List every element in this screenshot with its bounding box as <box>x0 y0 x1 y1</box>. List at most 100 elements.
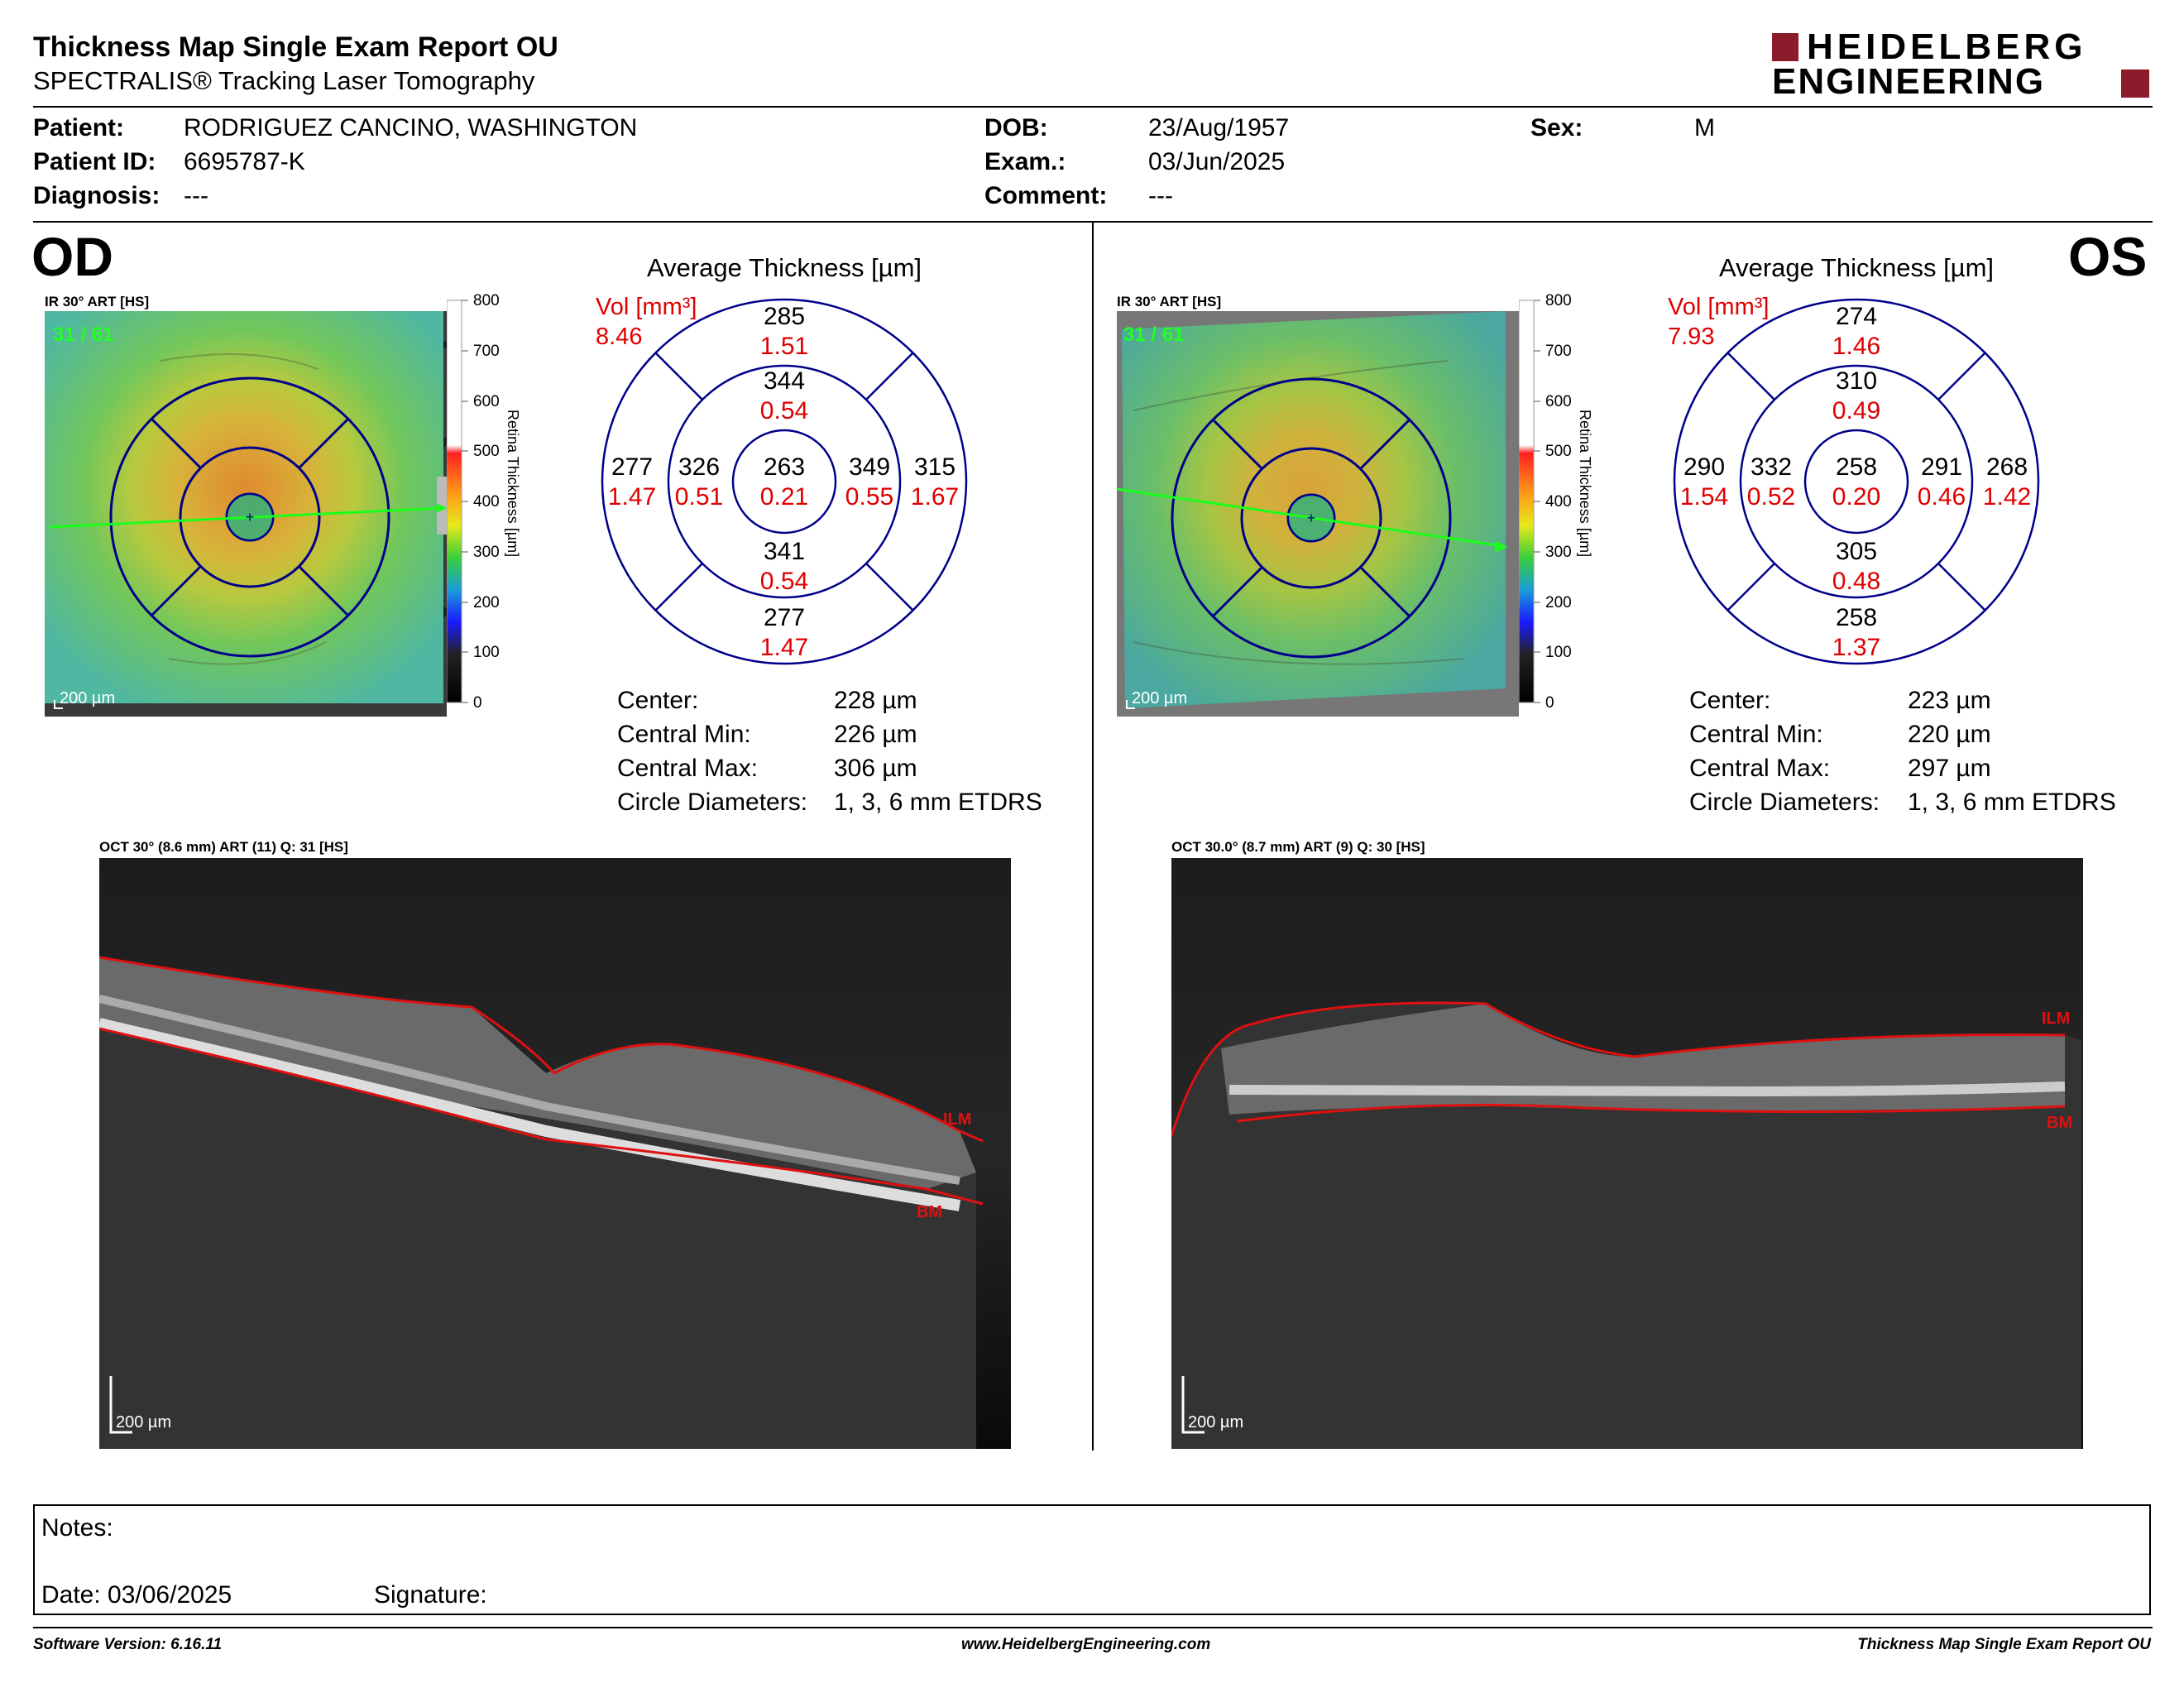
os-inner-sup-thick: 310 <box>1836 367 1877 395</box>
od-outer-left-vol: 1.47 <box>608 483 656 511</box>
svg-text:+: + <box>246 509 255 525</box>
od-outer-left-thick: 277 <box>611 453 653 481</box>
od-center-vol: 0.21 <box>760 483 808 511</box>
os-ilm-label: ILM <box>2042 1009 2070 1028</box>
comment-label: Comment: <box>984 182 1108 209</box>
notes-box[interactable] <box>33 1504 2151 1615</box>
od-outer-inf-thick: 277 <box>764 604 805 631</box>
od-inner-sup-vol: 0.54 <box>760 397 808 424</box>
os-cb-tick: 0 <box>1545 694 1554 712</box>
od-cb-tick: 700 <box>473 343 500 360</box>
od-cb-tick: 600 <box>473 393 500 410</box>
diagnosis-value: --- <box>184 182 208 209</box>
os-inner-right-vol: 0.46 <box>1918 483 1966 511</box>
os-stat-label: Central Max: <box>1689 755 1831 782</box>
od-cb-tick: 100 <box>473 644 500 661</box>
os-inner-left-vol: 0.52 <box>1747 483 1795 511</box>
os-stat-value: 297 µm <box>1908 755 1991 782</box>
od-vol-total: 8.46 <box>596 324 642 350</box>
os-outer-inf-thick: 258 <box>1836 604 1877 631</box>
od-cb-tick: 500 <box>473 443 500 460</box>
os-stat-value: 1, 3, 6 mm ETDRS <box>1908 789 2116 816</box>
os-stat-label: Center: <box>1689 687 1771 714</box>
od-outer-sup-vol: 1.51 <box>760 333 808 360</box>
od-inner-left-vol: 0.51 <box>675 483 723 511</box>
os-stat-value: 220 µm <box>1908 721 1991 748</box>
os-eye-label: OS <box>2068 226 2148 287</box>
od-oct-scan: ILM BM 200 µm <box>99 858 1011 1449</box>
patient-name: RODRIGUEZ CANCINO, WASHINGTON <box>184 114 638 141</box>
od-oct-caption: OCT 30° (8.6 mm) ART (11) Q: 31 [HS] <box>99 839 348 855</box>
os-outer-sup-vol: 1.46 <box>1832 333 1880 360</box>
os-colorbar-title: Retina Thickness [µm] <box>1577 410 1593 557</box>
od-eye-label: OD <box>31 226 113 287</box>
od-ir-caption: IR 30° ART [HS] <box>45 294 150 309</box>
od-bm-label: BM <box>917 1203 942 1221</box>
os-cb-tick: 600 <box>1545 393 1572 410</box>
os-cb-tick: 400 <box>1545 493 1572 511</box>
os-inner-left-thick: 332 <box>1751 453 1792 481</box>
od-stat-value: 226 µm <box>834 721 917 748</box>
os-vol-total: 7.93 <box>1668 324 1714 350</box>
os-stat-value: 223 µm <box>1908 687 1991 714</box>
os-outer-sup-thick: 274 <box>1836 303 1877 330</box>
od-outer-sup-thick: 285 <box>764 303 805 330</box>
od-stat-value: 306 µm <box>834 755 917 782</box>
diagnosis-label: Diagnosis: <box>33 182 160 209</box>
os-oct-caption: OCT 30.0° (8.7 mm) ART (9) Q: 30 [HS] <box>1171 839 1425 855</box>
dob-value: 23/Aug/1957 <box>1148 114 1290 141</box>
os-ir-counter: 31 / 61 <box>1123 324 1184 346</box>
os-center-thick: 258 <box>1836 453 1877 481</box>
software-version: Software Version: 6.16.11 <box>33 1636 223 1653</box>
logo-line2: ENGINEERING <box>1772 61 2046 102</box>
od-stat-label: Central Min: <box>617 721 751 748</box>
od-stat-label: Central Max: <box>617 755 759 782</box>
os-cb-tick: 300 <box>1545 544 1572 561</box>
os-oct-scale: 200 µm <box>1188 1413 1243 1431</box>
os-ir-caption: IR 30° ART [HS] <box>1117 294 1222 309</box>
od-inner-left-thick: 326 <box>678 453 720 481</box>
od-colorbar: 800 700 600 500 400 300 200 100 0 Retina… <box>447 294 521 712</box>
report-title: Thickness Map Single Exam Report OU <box>33 31 558 63</box>
patient-id-label: Patient ID: <box>33 148 156 175</box>
os-outer-right-vol: 1.42 <box>1983 483 2031 511</box>
os-outer-left-thick: 290 <box>1684 453 1725 481</box>
od-colorbar-title: Retina Thickness [µm] <box>505 410 521 557</box>
os-inner-right-thick: 291 <box>1921 453 1962 481</box>
signature-label: Signature: <box>374 1581 487 1609</box>
os-inner-sup-vol: 0.49 <box>1832 397 1880 424</box>
report-subtitle: SPECTRALIS® Tracking Laser Tomography <box>33 66 535 95</box>
os-inner-inf-thick: 305 <box>1836 538 1877 565</box>
os-colorbar: 800 700 600 500 400 300 200 100 0 Retina… <box>1519 294 1593 712</box>
od-inner-inf-thick: 341 <box>764 538 805 565</box>
od-oct-scale: 200 µm <box>116 1413 171 1431</box>
website-link[interactable]: www.HeidelbergEngineering.com <box>961 1636 1211 1653</box>
patient-label: Patient: <box>33 114 125 141</box>
od-stat-label: Center: <box>617 687 699 714</box>
os-center-vol: 0.20 <box>1832 483 1880 511</box>
od-outer-right-thick: 315 <box>914 453 956 481</box>
os-thickness-map: + 31 / 61 200 µm <box>1117 311 1519 717</box>
os-avg-title: Average Thickness [µm] <box>1718 253 1995 282</box>
od-outer-right-vol: 1.67 <box>911 483 959 511</box>
od-cb-tick: 300 <box>473 544 500 561</box>
svg-text:+: + <box>1307 510 1316 526</box>
os-cb-tick: 200 <box>1545 594 1572 611</box>
od-stat-value: 228 µm <box>834 687 917 714</box>
eye-divider <box>1092 222 1094 1451</box>
dob-label: DOB: <box>984 114 1048 141</box>
od-scale-label: 200 µm <box>60 689 115 707</box>
od-thickness-map: + 31 / 61 200 µm <box>45 311 447 717</box>
sex-label: Sex: <box>1530 114 1583 141</box>
os-stat-label: Circle Diameters: <box>1689 789 1880 816</box>
od-inner-inf-vol: 0.54 <box>760 568 808 595</box>
footer-report-title: Thickness Map Single Exam Report OU <box>1857 1636 2151 1653</box>
logo-line1: HEIDELBERG <box>1807 26 2087 67</box>
os-cb-tick: 100 <box>1545 644 1572 661</box>
os-etdrs-grid: Vol [mm³] 7.93 274 1.46 310 0.49 258 0.2… <box>1668 294 2040 665</box>
od-center-thick: 263 <box>764 453 805 481</box>
exam-label: Exam.: <box>984 148 1066 175</box>
od-etdrs-grid: Vol [mm³] 8.46 285 1.51 344 0.54 263 0.2… <box>596 294 968 665</box>
os-outer-inf-vol: 1.37 <box>1832 634 1880 661</box>
exam-value: 03/Jun/2025 <box>1148 148 1286 175</box>
